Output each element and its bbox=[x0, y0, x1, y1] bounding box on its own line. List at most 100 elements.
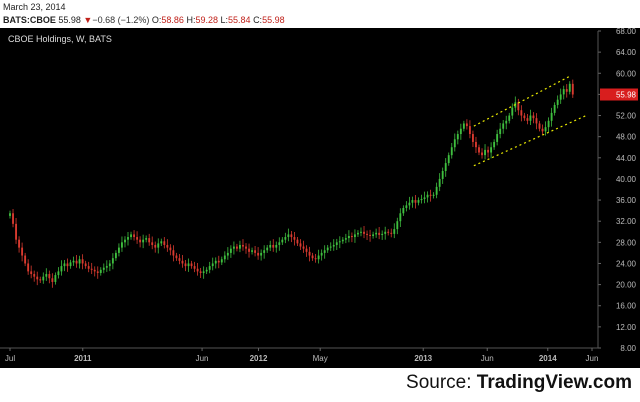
y-tick-label: 40.00 bbox=[616, 175, 637, 184]
candle-body bbox=[299, 243, 302, 247]
candle-body bbox=[556, 99, 559, 105]
high-label: H: bbox=[186, 15, 196, 25]
candle-body bbox=[205, 269, 208, 272]
candle-body bbox=[229, 248, 232, 253]
candle-body bbox=[108, 263, 111, 267]
chart-area[interactable]: CBOE Holdings, W, BATS 8.00 12.00 16.00 20.… bbox=[0, 27, 640, 368]
candle-body bbox=[184, 263, 187, 267]
candle-body bbox=[453, 139, 456, 148]
change-value: −0.68 (−1.2%) bbox=[92, 15, 150, 25]
candle-body bbox=[438, 178, 441, 187]
candle-body bbox=[468, 126, 471, 135]
candle-body bbox=[296, 239, 299, 244]
candle-body bbox=[275, 244, 278, 248]
candle-body bbox=[133, 234, 135, 238]
candle-body bbox=[208, 266, 211, 270]
y-tick-label: 68.00 bbox=[616, 28, 637, 36]
candle-body bbox=[190, 263, 193, 267]
candle-body bbox=[341, 239, 344, 242]
candle-body bbox=[323, 250, 326, 253]
candle-body bbox=[127, 237, 129, 240]
candle-body bbox=[24, 255, 27, 264]
candle-body bbox=[223, 255, 226, 260]
candle-body bbox=[30, 271, 33, 275]
candles-layer bbox=[9, 79, 574, 288]
candle-body bbox=[172, 250, 175, 256]
chart-background bbox=[0, 28, 640, 368]
candlestick-chart[interactable]: CBOE Holdings, W, BATS 8.00 12.00 16.00 20.… bbox=[0, 27, 640, 368]
last-price: 55.98 bbox=[58, 15, 81, 25]
candle-body bbox=[114, 252, 117, 259]
close-label: C: bbox=[253, 15, 263, 25]
candle-body bbox=[96, 271, 99, 273]
candle-body bbox=[269, 244, 272, 248]
candle-body bbox=[311, 255, 314, 259]
candle-body bbox=[363, 231, 365, 234]
high-value: 59.28 bbox=[195, 15, 218, 25]
candle-body bbox=[66, 263, 69, 267]
candle-body bbox=[493, 141, 496, 148]
candle-body bbox=[350, 235, 353, 238]
candle-body bbox=[390, 232, 393, 234]
candle-body bbox=[232, 246, 235, 249]
candle-body bbox=[75, 260, 78, 264]
candle-body bbox=[178, 258, 181, 261]
candle-body bbox=[496, 134, 499, 142]
candle-body bbox=[329, 246, 332, 248]
candle-body bbox=[508, 115, 511, 121]
candle-body bbox=[544, 127, 547, 132]
source-brand: TradingView.com bbox=[476, 372, 632, 393]
price-tag-box bbox=[600, 88, 638, 101]
candle-body bbox=[375, 232, 378, 235]
candle-body bbox=[354, 234, 356, 238]
candle-body bbox=[154, 244, 157, 248]
candle-body bbox=[423, 197, 426, 200]
candle-body bbox=[84, 263, 87, 267]
candle-body bbox=[505, 120, 508, 124]
candle-body bbox=[366, 233, 368, 235]
candle-body bbox=[69, 262, 72, 267]
candle-body bbox=[357, 232, 359, 235]
candle-body bbox=[414, 200, 417, 203]
y-tick-label: 8.00 bbox=[620, 344, 636, 353]
candle-body bbox=[33, 274, 36, 277]
candle-body bbox=[317, 255, 320, 260]
candle-body bbox=[226, 252, 229, 256]
candle-body bbox=[39, 279, 42, 281]
candle-body bbox=[487, 149, 490, 153]
candle-body bbox=[481, 152, 483, 156]
candle-body bbox=[335, 242, 338, 245]
candle-body bbox=[411, 200, 414, 203]
candle-body bbox=[402, 207, 405, 214]
close-value: 55.98 bbox=[262, 15, 285, 25]
candle-body bbox=[559, 94, 562, 100]
candle-body bbox=[151, 242, 154, 245]
candle-body bbox=[396, 221, 399, 230]
y-tick-label: 52.00 bbox=[616, 112, 637, 121]
y-tick-label: 32.00 bbox=[616, 217, 637, 226]
candle-body bbox=[529, 115, 532, 121]
candle-body bbox=[562, 89, 565, 95]
candle-body bbox=[117, 247, 120, 253]
candle-body bbox=[532, 115, 535, 119]
candle-body bbox=[526, 118, 529, 121]
candle-body bbox=[254, 250, 257, 253]
candle-body bbox=[441, 171, 444, 179]
candle-body bbox=[459, 128, 462, 135]
candle-body bbox=[272, 244, 275, 248]
candle-body bbox=[287, 234, 290, 238]
change-arrow-icon: ▼ bbox=[83, 15, 93, 25]
candle-body bbox=[163, 241, 166, 245]
candle-body bbox=[465, 123, 468, 127]
candle-body bbox=[245, 246, 247, 249]
candle-body bbox=[302, 246, 305, 249]
candle-body bbox=[314, 258, 317, 260]
candle-body bbox=[111, 258, 114, 264]
y-tick-label: 24.00 bbox=[616, 259, 637, 268]
quote-header: March 23, 2014 BATS:CBOE 55.98 ▼−0.68 (−… bbox=[0, 0, 640, 28]
candle-body bbox=[541, 128, 544, 132]
x-tick-label: May bbox=[313, 354, 328, 363]
candle-body bbox=[263, 250, 266, 253]
candle-body bbox=[372, 234, 375, 236]
candle-body bbox=[148, 238, 151, 243]
